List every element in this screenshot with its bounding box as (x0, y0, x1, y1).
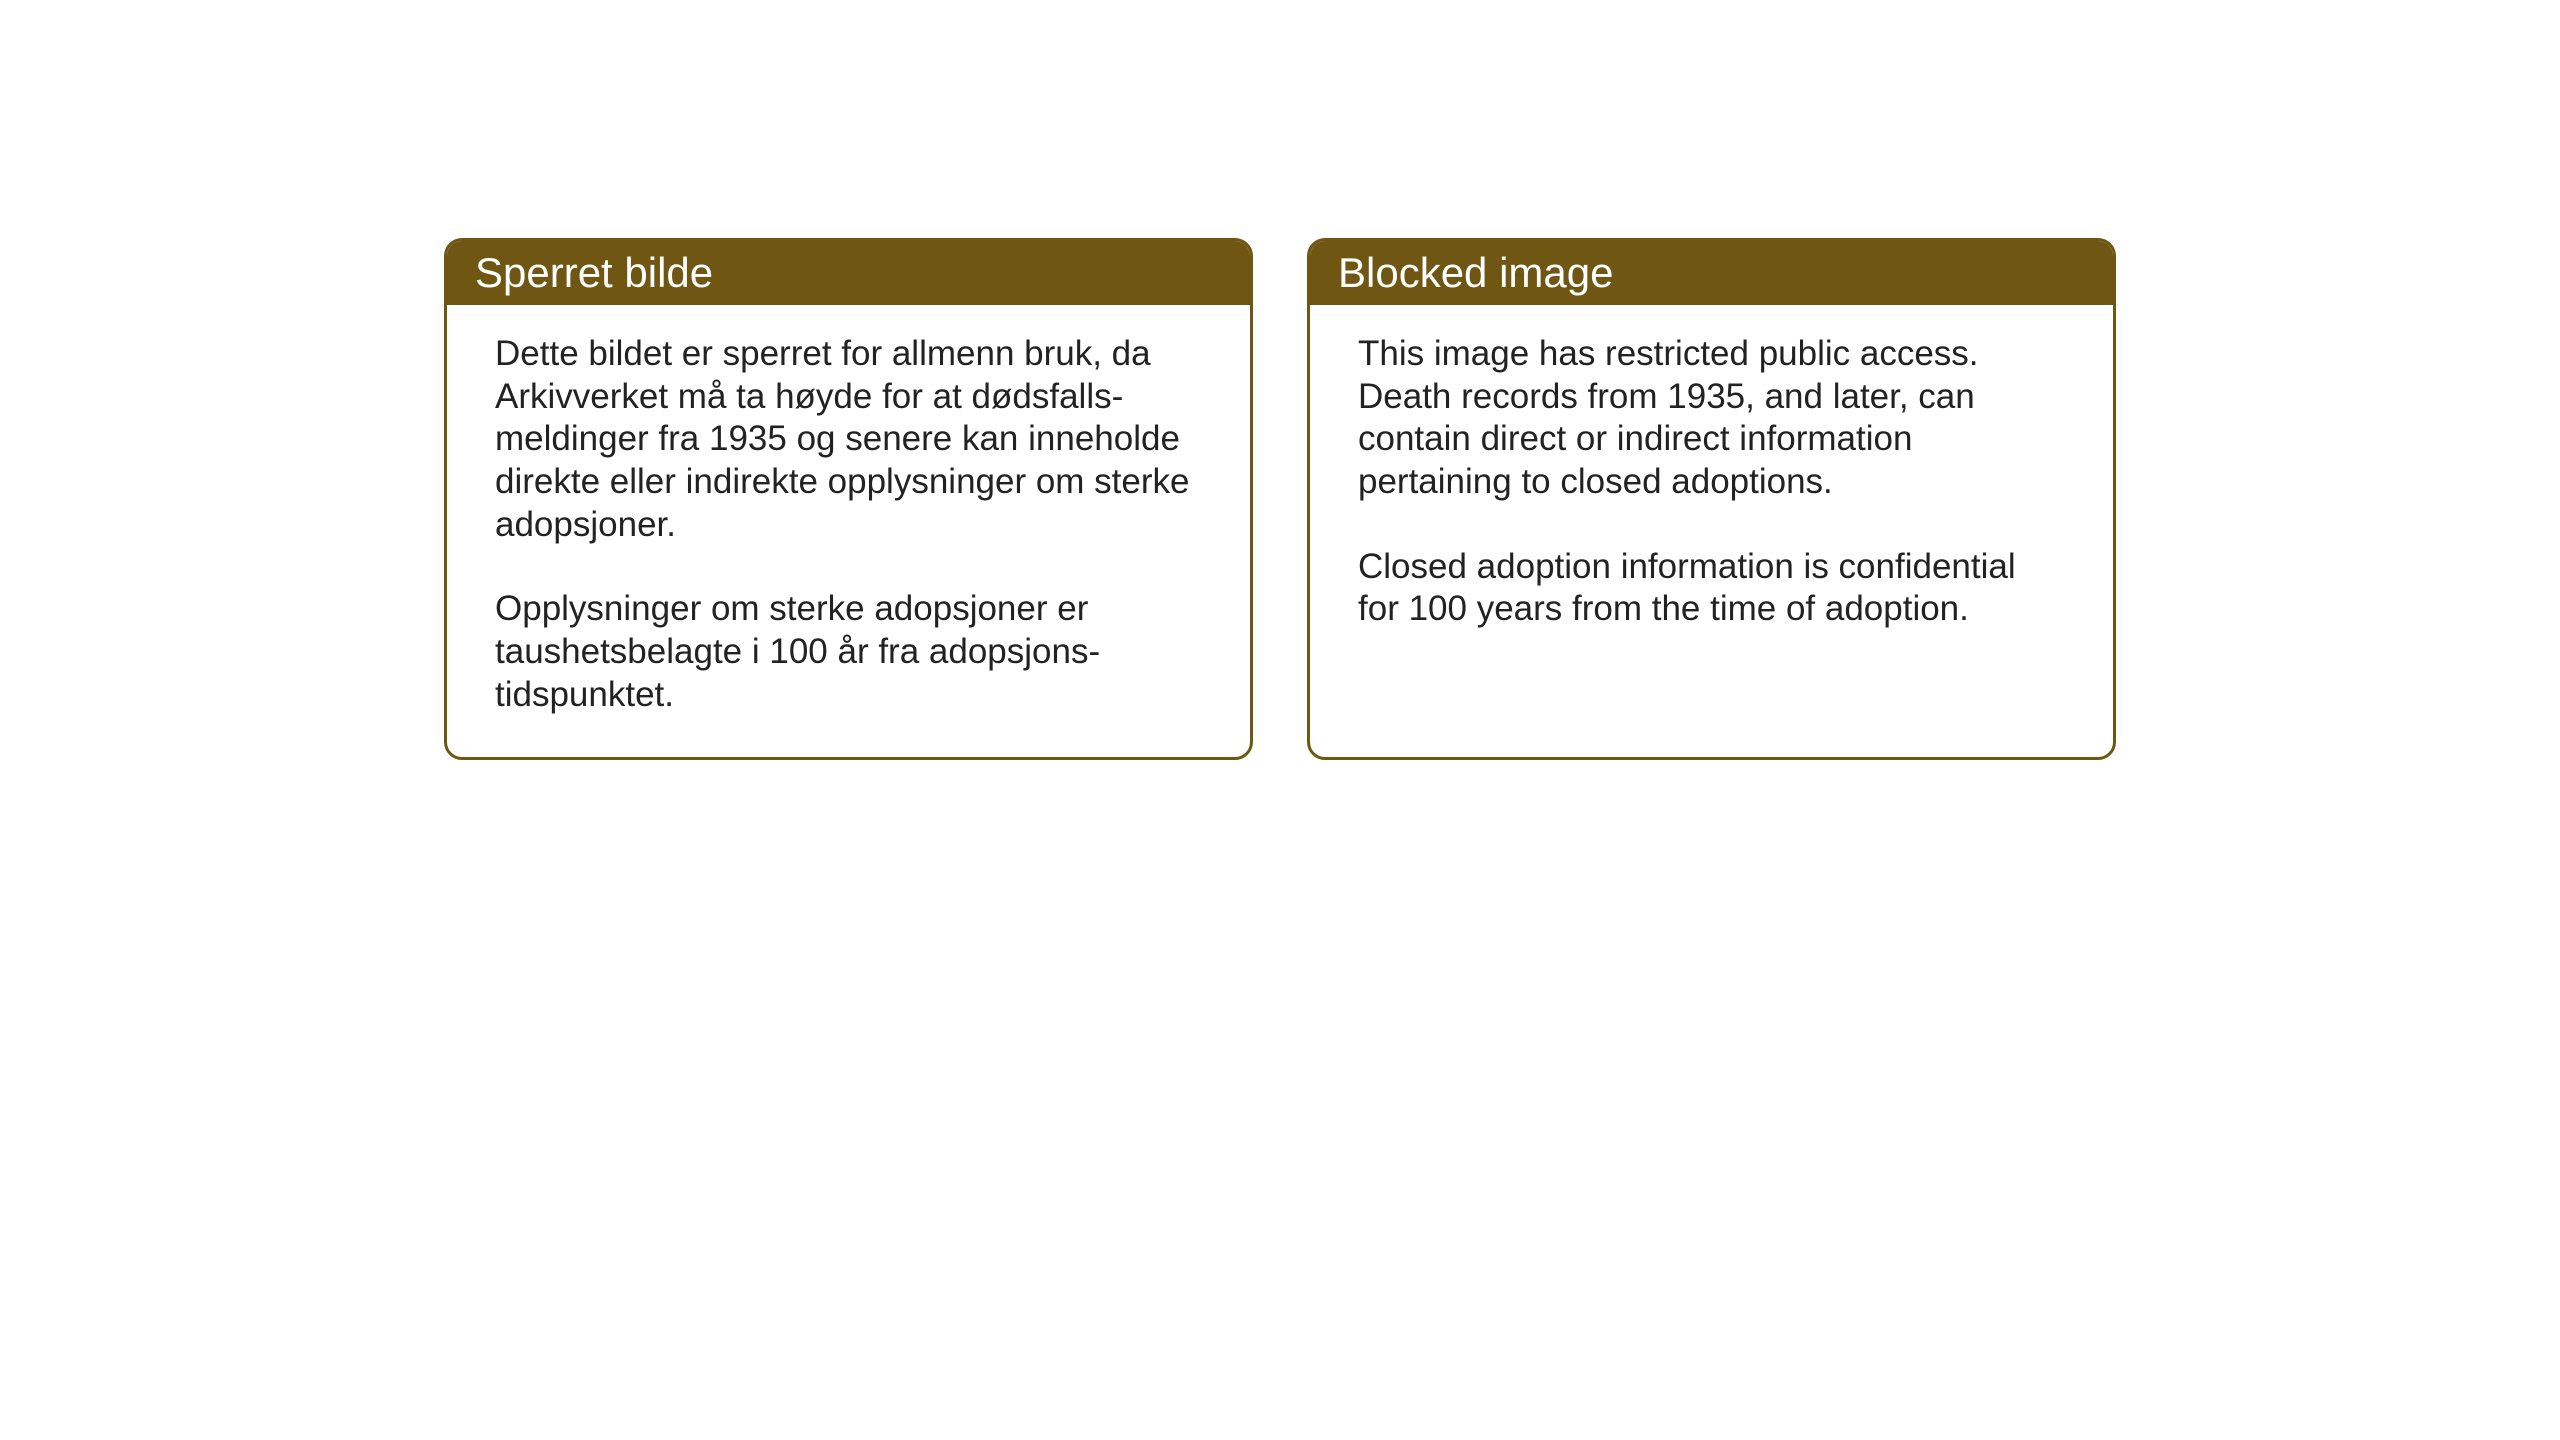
norwegian-card: Sperret bilde Dette bildet er sperret fo… (444, 238, 1253, 760)
norwegian-card-title: Sperret bilde (447, 241, 1250, 305)
cards-container: Sperret bilde Dette bildet er sperret fo… (444, 238, 2116, 760)
norwegian-paragraph-1: Dette bildet er sperret for allmenn bruk… (495, 333, 1202, 546)
english-card: Blocked image This image has restricted … (1307, 238, 2116, 760)
english-paragraph-2: Closed adoption information is confident… (1358, 546, 2065, 631)
english-card-body: This image has restricted public access.… (1310, 305, 2113, 735)
norwegian-paragraph-2: Opplysninger om sterke adopsjoner er tau… (495, 588, 1202, 716)
norwegian-card-body: Dette bildet er sperret for allmenn bruk… (447, 305, 1250, 757)
english-paragraph-1: This image has restricted public access.… (1358, 333, 2065, 504)
english-card-title: Blocked image (1310, 241, 2113, 305)
